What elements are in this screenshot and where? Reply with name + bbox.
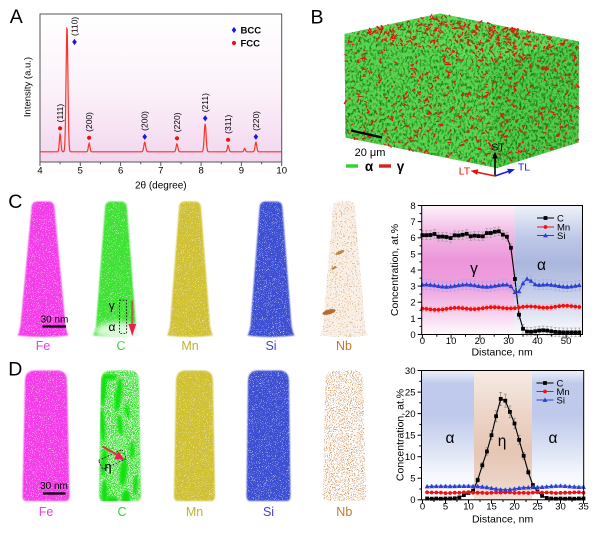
svg-text:γ: γ	[109, 299, 115, 313]
svg-text:20 μm: 20 μm	[355, 147, 386, 159]
svg-text:Concentration, at.%: Concentration, at.%	[395, 389, 407, 481]
svg-text:LT: LT	[459, 166, 471, 178]
svg-text:2θ (degree): 2θ (degree)	[135, 181, 187, 192]
svg-text:25: 25	[532, 501, 543, 512]
svg-text:0: 0	[420, 501, 425, 512]
svg-text:15: 15	[405, 431, 416, 442]
svg-text:C: C	[8, 191, 22, 213]
svg-text:C: C	[116, 339, 125, 353]
svg-text:γ: γ	[397, 159, 405, 174]
svg-text:α: α	[109, 320, 116, 334]
svg-text:5: 5	[78, 166, 83, 177]
svg-text:6: 6	[118, 166, 123, 177]
svg-text:A: A	[10, 6, 23, 28]
svg-text:Fe: Fe	[39, 505, 54, 519]
svg-text:30 nm: 30 nm	[41, 315, 69, 326]
svg-text:4: 4	[37, 166, 42, 177]
svg-text:(200): (200)	[84, 112, 94, 132]
svg-text:4: 4	[410, 265, 415, 276]
svg-text:8: 8	[410, 201, 415, 212]
svg-text:50: 50	[561, 336, 572, 347]
svg-text:20: 20	[509, 501, 520, 512]
svg-text:Mn: Mn	[186, 505, 203, 519]
svg-text:(110): (110)	[69, 17, 79, 36]
svg-text:3: 3	[410, 282, 415, 293]
svg-text:Mn: Mn	[181, 339, 198, 353]
svg-text:8: 8	[198, 166, 203, 177]
svg-text:9: 9	[239, 166, 244, 177]
svg-text:α: α	[549, 430, 558, 447]
svg-text:10: 10	[405, 452, 416, 463]
svg-text:25: 25	[405, 387, 416, 398]
svg-text:Concentration, at.%: Concentration, at.%	[389, 224, 401, 316]
svg-text:η: η	[498, 433, 507, 450]
svg-text:α: α	[446, 430, 455, 447]
svg-text:1: 1	[410, 314, 415, 325]
svg-text:5: 5	[443, 501, 448, 512]
svg-text:C: C	[557, 378, 564, 389]
svg-text:6: 6	[410, 233, 415, 244]
svg-text:(220): (220)	[251, 111, 261, 131]
svg-text:30: 30	[555, 501, 566, 512]
svg-text:η: η	[104, 459, 111, 474]
svg-text:5: 5	[410, 474, 415, 485]
svg-text:10: 10	[446, 336, 457, 347]
svg-text:(211): (211)	[200, 93, 210, 112]
svg-text:Intensity (a.u.): Intensity (a.u.)	[23, 57, 34, 117]
svg-text:Distance, nm: Distance, nm	[471, 347, 533, 359]
svg-text:C: C	[117, 505, 126, 519]
svg-text:0: 0	[410, 495, 415, 506]
svg-text:10: 10	[463, 501, 474, 512]
svg-text:D: D	[8, 359, 22, 381]
svg-text:Si: Si	[263, 505, 274, 519]
svg-text:7: 7	[158, 166, 163, 177]
svg-text:α: α	[365, 159, 374, 174]
svg-text:FCC: FCC	[241, 39, 261, 50]
svg-text:TL: TL	[518, 162, 530, 174]
svg-text:ST: ST	[491, 142, 505, 154]
svg-text:Si: Si	[265, 339, 276, 353]
svg-text:Nb: Nb	[336, 339, 352, 353]
svg-text:Distance, nm: Distance, nm	[472, 514, 534, 526]
svg-text:15: 15	[486, 501, 497, 512]
svg-text:α: α	[537, 257, 546, 274]
svg-text:7: 7	[410, 217, 415, 228]
svg-text:Fe: Fe	[36, 339, 51, 353]
svg-text:(200): (200)	[140, 111, 150, 131]
svg-text:Si: Si	[557, 395, 565, 406]
svg-text:C: C	[557, 213, 564, 224]
svg-text:(220): (220)	[172, 112, 182, 132]
svg-text:(311): (311)	[223, 114, 233, 133]
svg-text:0: 0	[410, 330, 415, 341]
svg-text:35: 35	[578, 501, 589, 512]
svg-text:BCC: BCC	[241, 26, 262, 37]
svg-text:20: 20	[405, 409, 416, 420]
svg-text:40: 40	[532, 336, 543, 347]
svg-text:B: B	[311, 7, 324, 29]
svg-text:0: 0	[420, 336, 425, 347]
svg-text:10: 10	[276, 166, 287, 177]
svg-text:(111): (111)	[55, 104, 65, 123]
svg-text:Mn: Mn	[557, 387, 570, 398]
svg-text:30: 30	[503, 336, 514, 347]
svg-text:30: 30	[405, 366, 416, 377]
svg-text:Si: Si	[557, 231, 565, 242]
svg-text:Mn: Mn	[557, 222, 570, 233]
svg-text:5: 5	[410, 249, 415, 260]
svg-text:2: 2	[410, 298, 415, 309]
svg-text:Nb: Nb	[336, 505, 352, 519]
svg-text:20: 20	[475, 336, 486, 347]
svg-text:30 nm: 30 nm	[40, 481, 68, 492]
svg-text:γ: γ	[470, 261, 478, 278]
